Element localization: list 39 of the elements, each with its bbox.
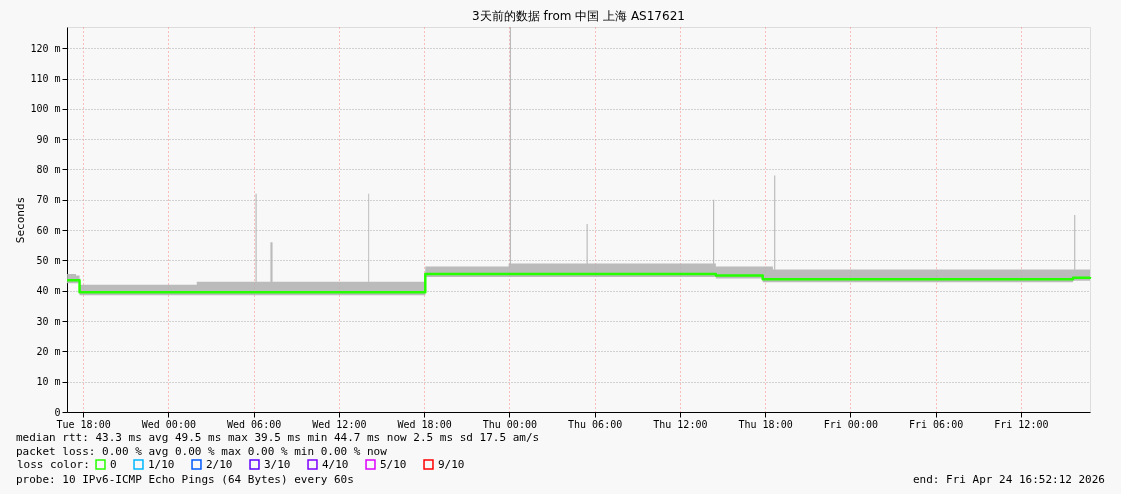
text: end: Fri Apr 24 16:52:12 2026 — [912, 473, 1105, 486]
y-axis-title: Seconds — [14, 196, 28, 244]
chart-title: 3天前的数据 from 中国 上海 AS17621 — [472, 9, 685, 23]
x-tick-label: Fri 12:00 — [994, 418, 1049, 430]
y-tick-label: 0 — [54, 406, 61, 418]
legend-title: loss color: — [17, 458, 90, 471]
text: median rtt: 43.3 ms avg 49.5 ms max 39.5 ms min 44.7 ms now 2.5 ms sd 17.5 am/s — [16, 431, 540, 444]
y-tick-label: 60 m — [36, 224, 61, 236]
x-tick-label: Wed 00:00 — [141, 418, 196, 430]
x-tick-label: Thu 12:00 — [653, 418, 708, 430]
y-tick-label: 90 m — [36, 133, 61, 145]
legend-label: 1/10 — [148, 457, 175, 471]
x-tick-label: Wed 18:00 — [397, 418, 452, 430]
x-tick-label: Thu 00:00 — [482, 418, 537, 430]
legend-label: 4/10 — [322, 457, 349, 471]
x-tick-label: Wed 06:00 — [227, 418, 282, 430]
legend-label: 3/10 — [264, 457, 291, 471]
legend-label: 9/10 — [438, 457, 465, 471]
y-tick-label: 80 m — [36, 163, 61, 175]
text: probe: 10 IPv6-ICMP Echo Pings (64 Bytes) every 60s — [16, 473, 354, 486]
x-tick-label: Fri 00:00 — [823, 418, 878, 430]
y-tick-label: 120 m — [30, 42, 61, 54]
y-tick-label: 20 m — [36, 345, 61, 357]
legend-label: 5/10 — [380, 457, 407, 471]
text: packet loss: 0.00 % avg 0.00 % max 0.00 % min 0.00 % now — [16, 445, 388, 458]
x-tick-label: Thu 18:00 — [738, 418, 793, 430]
y-tick-label: 10 m — [36, 376, 61, 388]
y-tick-label: 100 m — [30, 103, 61, 115]
y-tick-label: 70 m — [36, 194, 61, 206]
x-tick-label: Wed 12:00 — [312, 418, 367, 430]
y-tick-label: 30 m — [36, 315, 61, 327]
legend-label: 2/10 — [206, 457, 233, 471]
x-tick-label: Tue 18:00 — [56, 418, 111, 430]
y-tick-label: 110 m — [30, 73, 61, 85]
x-tick-label: Fri 06:00 — [909, 418, 964, 430]
x-tick-label: Thu 06:00 — [568, 418, 623, 430]
legend-label: 0 — [110, 457, 117, 471]
y-tick-label: 40 m — [36, 285, 61, 297]
y-tick-label: 50 m — [36, 254, 61, 266]
